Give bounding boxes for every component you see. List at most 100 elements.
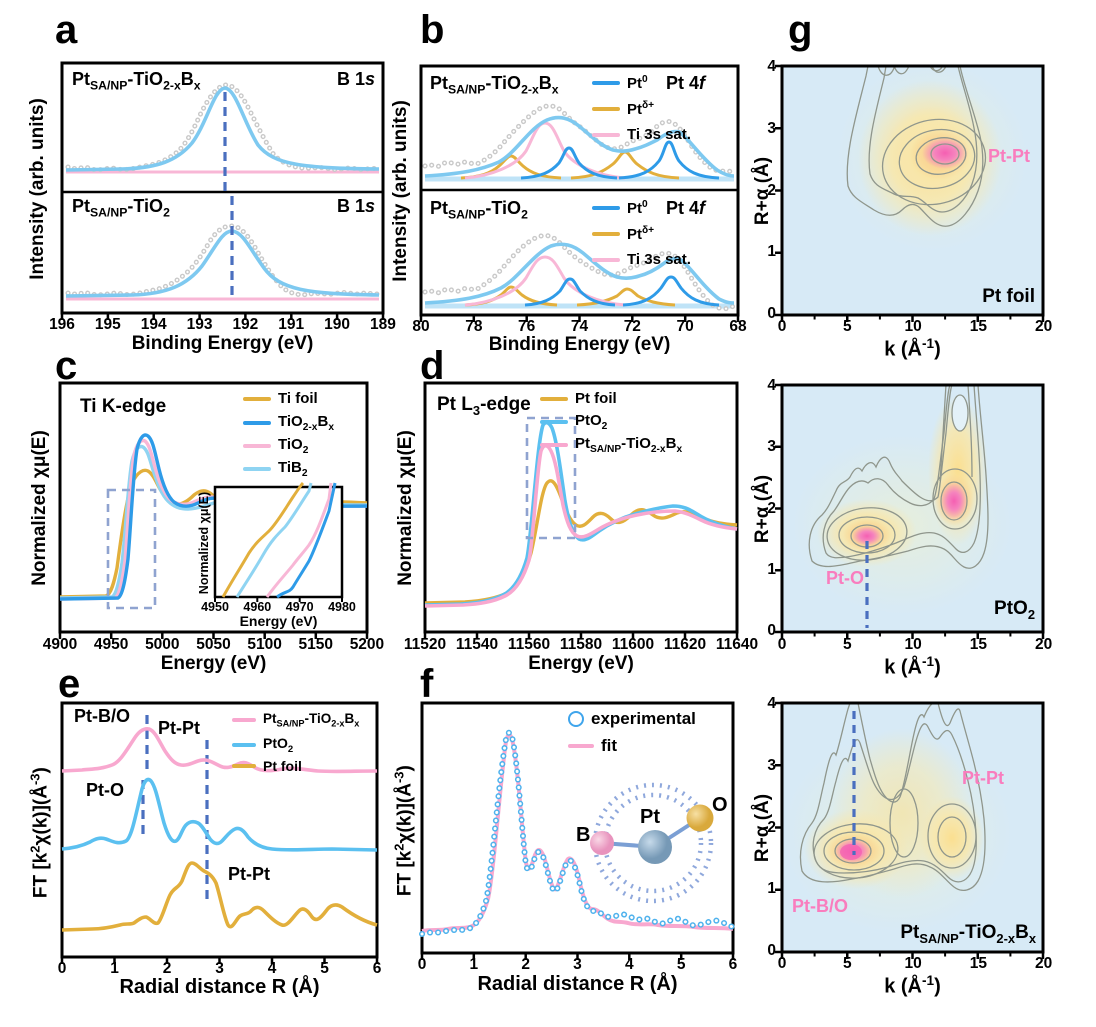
legend-label: PtO2	[263, 735, 294, 755]
legend-row-ti-foil: Ti foil	[243, 390, 318, 407]
label-pt-o: Pt-O	[86, 780, 124, 800]
legend-swatch	[243, 444, 271, 448]
tick-marks	[775, 701, 1045, 959]
tick-label: 20	[1035, 636, 1053, 653]
atom-o-sphere	[686, 804, 714, 832]
legend-row-ptdelta: Ptδ+	[592, 100, 654, 118]
tick-label: 190	[324, 316, 350, 333]
sample-label-g2: PtO2	[994, 598, 1035, 622]
inset-curve-tio2xbx	[276, 482, 337, 599]
panel-letter-g: g	[788, 8, 813, 52]
tick-label: 5150	[298, 636, 334, 653]
tick-label: 0	[767, 942, 776, 959]
legend-label: Ptδ+	[627, 225, 655, 243]
tick-label: 76	[518, 318, 536, 335]
tick-label: 15	[969, 636, 987, 653]
contour-lines	[799, 702, 986, 892]
sample-label: PtSA/NP-TiO2-xBx	[72, 69, 201, 93]
x-ticks-g2: 0 5 10 15 20	[774, 636, 1053, 654]
y-axis-title-g1: R+α (Å)	[752, 156, 773, 226]
legend-label: Ti 3s sat.	[627, 251, 691, 268]
legend-label: TiO2-xBx	[278, 413, 334, 433]
tick-label: 0	[767, 622, 776, 639]
x-axis-title-b: Binding Energy (eV)	[488, 334, 671, 355]
tick-marks	[775, 383, 1045, 639]
label-pt-o: Pt-O	[826, 568, 864, 588]
tick-label: 4	[625, 956, 634, 973]
panel-d-plot	[423, 381, 739, 639]
tick-label: 3	[573, 956, 582, 973]
tick-label: 15	[969, 955, 987, 972]
x-axis-title-f: Radial distance R (Å)	[477, 973, 678, 995]
tick-label: 2	[521, 956, 530, 973]
highlight-box-dashed	[106, 488, 157, 610]
y-axis-title-g2: R+α (Å)	[752, 474, 773, 544]
panel-g3-plot	[775, 701, 1045, 959]
legend-row-ptsanp: PtSA/NP-TiO2-xBx	[540, 435, 682, 455]
tick-label: 4	[767, 695, 776, 712]
legend-swatch	[568, 743, 594, 749]
contour-lines	[846, 65, 987, 227]
contour-lines	[808, 384, 989, 569]
y-ticks-g3: 4 3 2 1 0	[752, 695, 776, 960]
atom-pt-sphere	[638, 830, 672, 864]
tick-label: 20	[1035, 955, 1053, 972]
tick-label: 0	[777, 318, 787, 335]
tick-label: 1	[469, 956, 479, 973]
panel-b-plot	[419, 64, 740, 322]
legend-swatch	[232, 717, 256, 722]
tick-label: 0	[57, 960, 67, 977]
inset-curve-ti-foil	[221, 481, 305, 598]
legend-label: Pt foil	[263, 758, 302, 774]
legend-swatch	[592, 232, 620, 236]
tick-label: 80	[412, 318, 430, 335]
x-ticks-f: 0 1 2 3 4 5 6	[414, 956, 741, 974]
x-tick-marks	[60, 313, 385, 320]
tick-label: 11640	[715, 636, 759, 653]
tick-label: 5	[320, 960, 329, 977]
tick-label: 6	[372, 960, 382, 977]
panel-letter-d: d	[420, 344, 445, 388]
component-blue-1	[520, 146, 618, 180]
legend-swatch	[540, 443, 568, 447]
label-pt-pt: Pt-Pt	[962, 768, 1004, 788]
legend-row-pt0: Pt0	[592, 74, 648, 92]
legend-row-pto2: PtO2	[232, 735, 293, 755]
legend-row-fit: fit	[568, 736, 617, 756]
tick-label: 78	[465, 318, 483, 335]
curve-ptsanp	[61, 727, 378, 774]
curve-pto2	[424, 420, 738, 607]
tick-label: 194	[140, 316, 167, 333]
x-ticks-e: 0 1 2 3 4 5 6	[54, 960, 385, 978]
sample-label: PtSA/NP-TiO2	[430, 198, 528, 222]
component-gold-1	[460, 154, 562, 180]
coordination-inset	[590, 782, 714, 904]
legend-label: experimental	[591, 709, 696, 728]
sample-label: PtSA/NP-TiO2	[72, 196, 170, 220]
x-axis-title-g3: k (Å-1)	[884, 973, 941, 998]
tick-label: 11540	[455, 636, 499, 653]
panel-letter-a: a	[55, 8, 78, 52]
x-tick-marks	[420, 953, 735, 960]
legend-label: PtSA/NP-TiO2-xBx	[263, 711, 360, 729]
inset-x-ticks: 4950 4960 4970 4980	[195, 600, 362, 614]
x-axis-title-d: Energy (eV)	[528, 653, 634, 674]
x-ticks-g3: 0 5 10 15 20	[774, 955, 1053, 973]
legend-swatch	[243, 396, 271, 401]
experimental-points	[422, 233, 737, 312]
legend-label: Ptδ+	[627, 100, 655, 118]
inset-y-axis-title: Normalized χμ(E)	[197, 491, 211, 595]
sample-label-g3: PtSA/NP-TiO2-xBx	[900, 922, 1036, 946]
region-label-pt4f: Pt 4f	[666, 73, 706, 93]
legend-swatch	[540, 420, 568, 424]
tick-label: 0	[777, 955, 787, 972]
y-axis-title-d: Normalized χμ(E)	[395, 430, 416, 586]
sample-label: PtSA/NP-TiO2-xBx	[430, 73, 559, 97]
y-axis-title-c: Normalized χμ(E)	[29, 430, 50, 586]
legend-swatch	[232, 764, 256, 768]
y-axis-title-b: Intensity (arb. units)	[390, 100, 411, 282]
tick-label: 74	[570, 318, 589, 335]
tick-label: 4950	[201, 600, 229, 614]
tick-label: 0	[777, 636, 787, 653]
atom-b-sphere	[590, 831, 614, 855]
